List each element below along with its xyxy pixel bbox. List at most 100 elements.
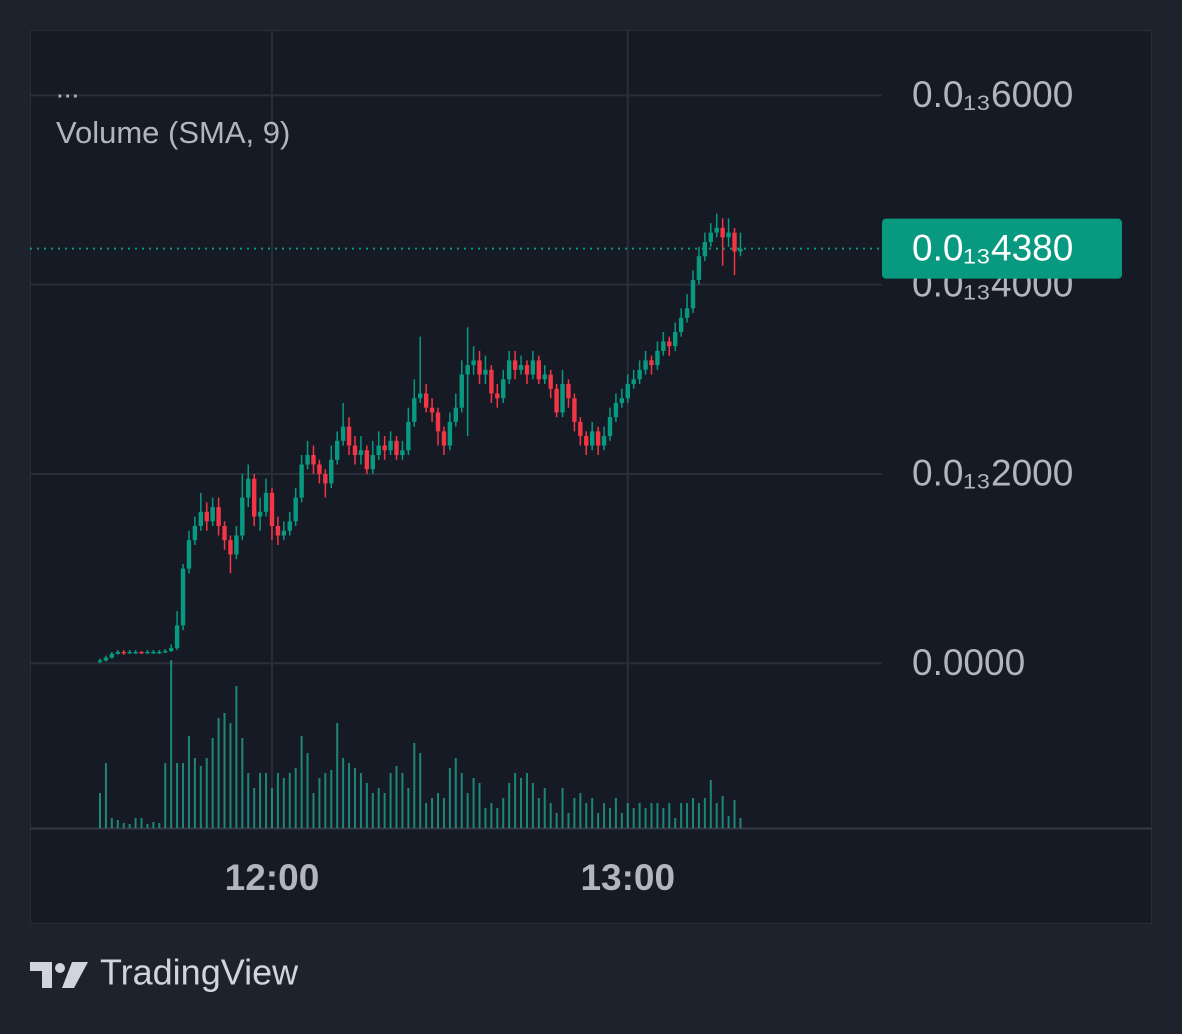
volume-bar [561,788,564,828]
candle-body [293,497,298,522]
y-tick-label: 0.0₁₃6000 [912,74,1073,115]
candle-body [560,384,565,413]
volume-bar [223,713,226,828]
volume-bar [603,803,606,828]
brand-name[interactable]: TradingView [100,952,299,993]
candle-body [453,407,458,422]
candle-body [696,256,702,280]
candle-body [412,398,417,422]
volume-bar [573,798,576,828]
candle-body [346,426,352,446]
volume-bar [460,773,463,828]
volume-bar [537,798,540,828]
volume-bar [703,798,706,828]
volume-bar [241,738,244,828]
candle-body [121,651,126,654]
volume-bar [377,788,380,828]
volume-bar [282,778,285,828]
last-price-badge [882,218,1122,279]
volume-bar [128,824,131,828]
candle-body [506,360,512,380]
candle-body [400,450,405,456]
volume-bar [674,818,677,828]
candle-body [139,651,144,654]
volume-bar [656,803,659,828]
candle-body [240,497,245,536]
candle-body [471,360,476,366]
candle-body [595,431,601,446]
y-tick-label: 0.0000 [912,642,1025,683]
volume-bar [715,803,718,828]
candle-body [311,455,316,465]
volume-bar [597,813,600,828]
volume-bar [407,788,410,828]
menu-dots[interactable]: ... [56,72,79,103]
volume-bar [478,783,481,828]
candle-body [542,374,547,380]
candle-body [530,360,536,375]
volume-bar [187,736,190,828]
logo-part [30,962,52,988]
candle-body [607,417,613,437]
volume-bar [442,798,445,828]
volume-bar [739,818,742,828]
candle-body [584,436,589,446]
volume-bar [116,820,119,828]
volume-bar [567,813,570,828]
volume-bar [389,773,392,828]
candle-body [109,653,115,658]
volume-bar [632,808,635,828]
candle-body [423,393,429,408]
candle-body [708,232,713,243]
volume-bar [104,763,107,828]
candle-body [554,388,559,413]
volume-bar [176,763,179,828]
candle-body [186,540,192,569]
volume-bar [543,788,546,828]
candle-body [501,379,506,399]
candle-body [222,526,227,541]
volume-bar [425,803,428,828]
candle-body [447,421,453,446]
candle-body [263,492,269,512]
candle-body [216,507,221,527]
candle-body [317,464,322,474]
candle-body [168,648,174,651]
volume-bar [170,660,173,828]
candle-body [418,393,423,399]
volume-bar [531,783,534,828]
candle-body [684,308,690,318]
candle-body [281,530,287,536]
volume-bar [686,803,689,828]
volume-bar [692,798,694,828]
volume-bar [229,723,232,828]
volume-bar [490,803,493,828]
candle-body [613,402,619,418]
volume-bar [644,808,647,828]
volume-bar [259,773,262,828]
candle-body [358,450,364,456]
volume-bar [614,798,617,828]
candle-body [643,360,648,370]
volume-bar [110,818,113,828]
candle-body [275,526,281,536]
candle-body [548,374,553,389]
volume-bar [555,813,558,828]
candle-body [133,651,138,654]
candle-body [589,431,595,446]
candle-body [364,450,370,470]
volume-bar [353,768,356,828]
candle-body [435,412,441,432]
candle-body [97,660,103,662]
volume-bar [348,763,351,828]
candle-body [518,365,524,370]
volume-bar [733,800,736,828]
volume-bar [235,686,238,828]
candle-body [406,421,411,451]
candle-body [352,445,358,456]
candle-body [210,507,215,522]
volume-bar [365,783,368,828]
volume-bar [448,768,451,828]
